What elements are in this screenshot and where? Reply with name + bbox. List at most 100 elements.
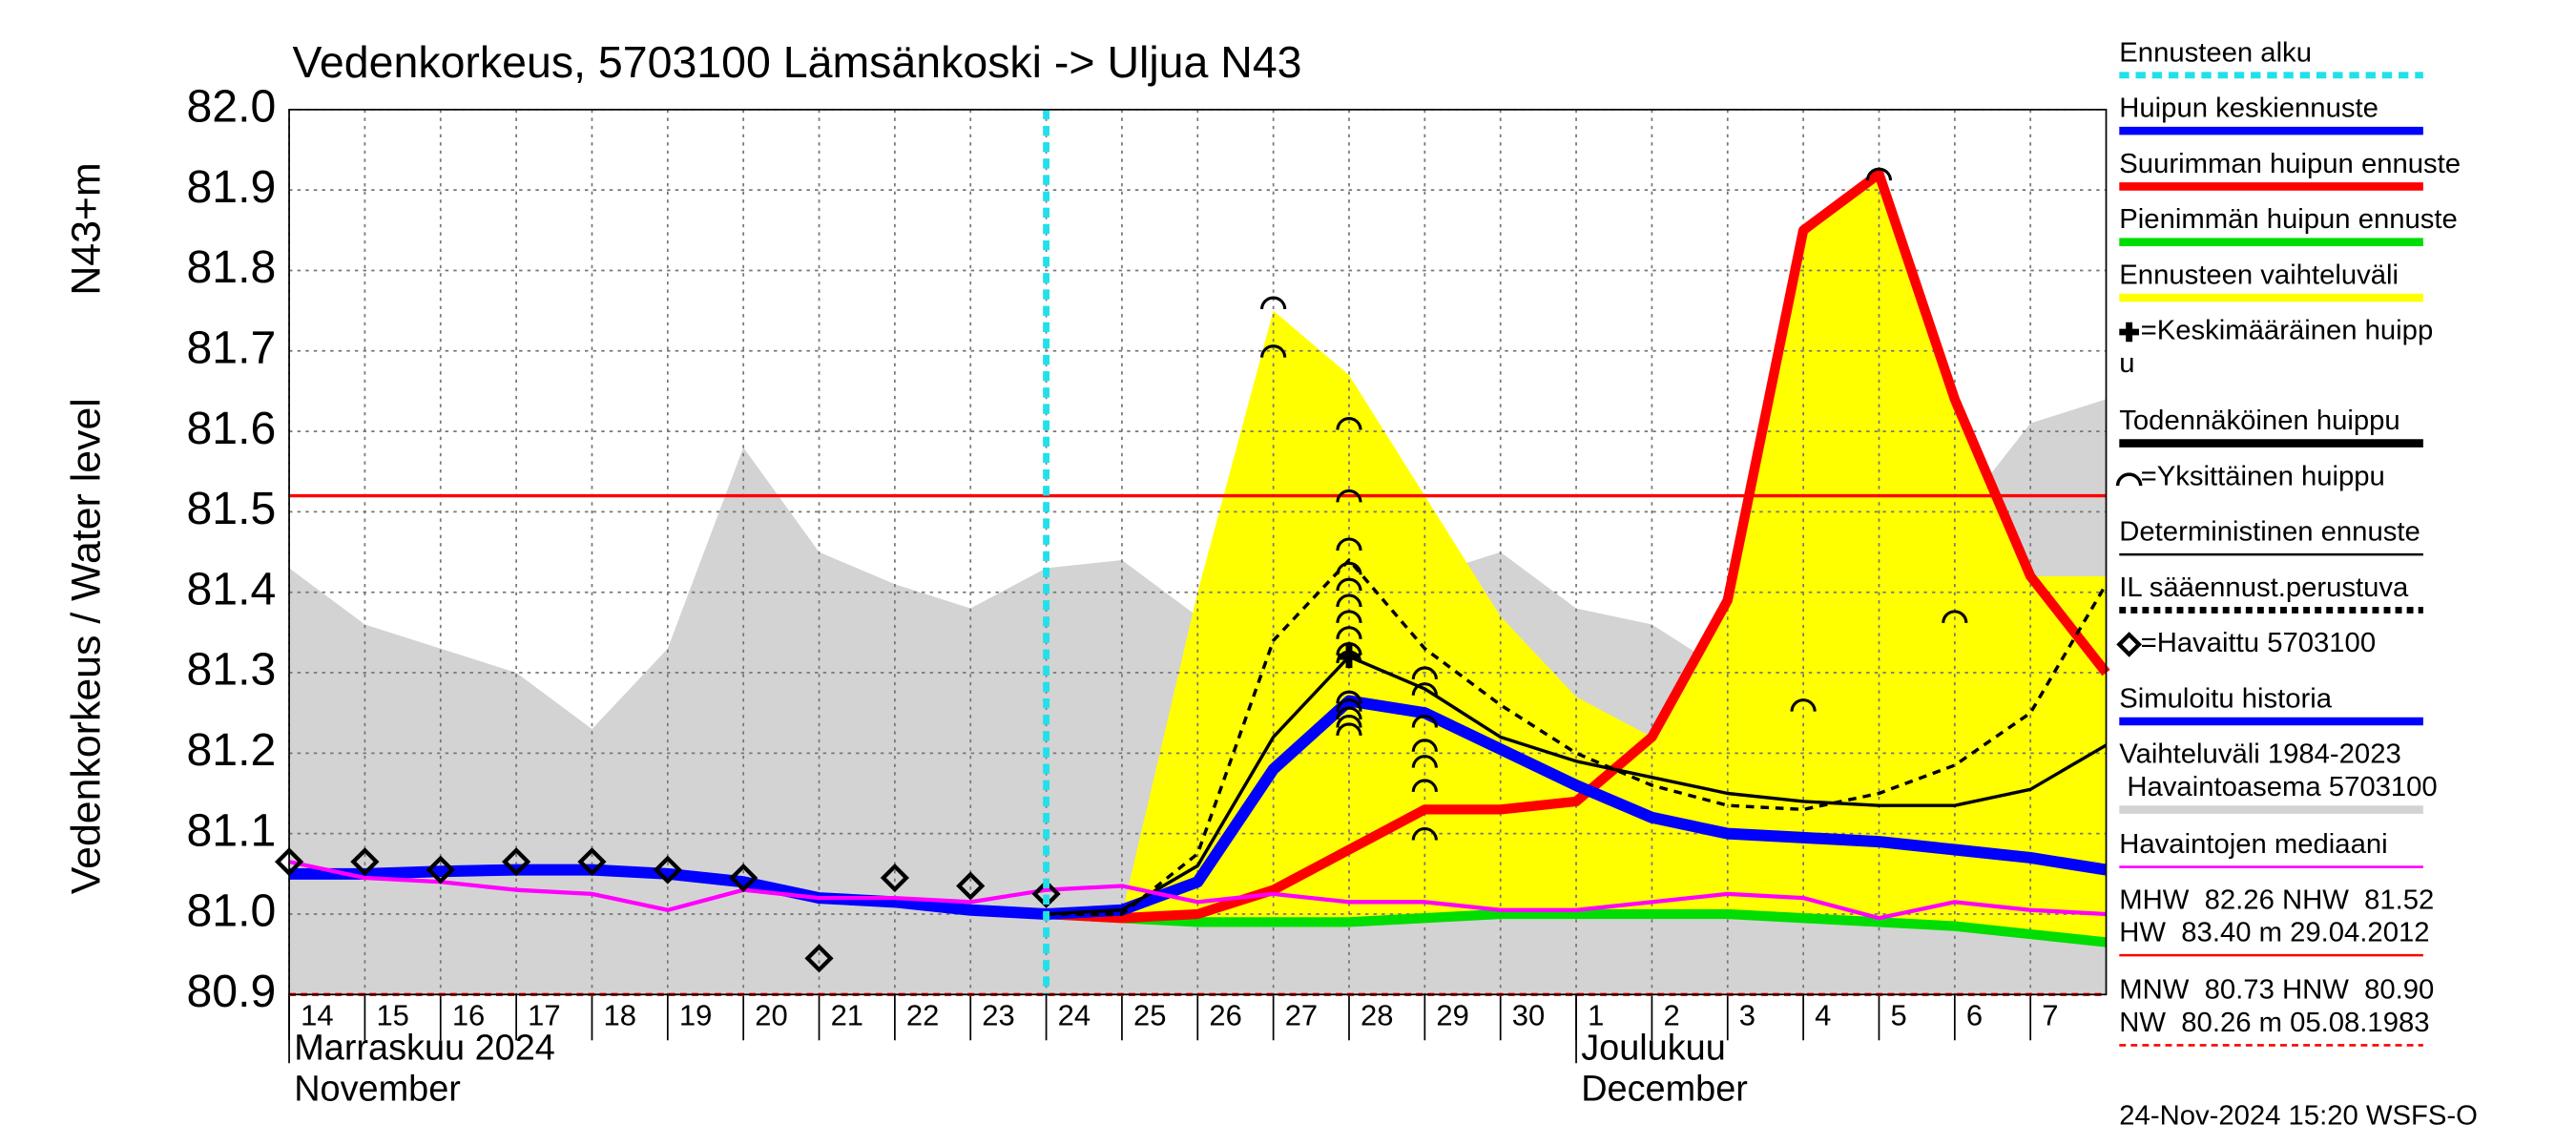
legend-label: MHW 82.26 NHW 81.52: [2119, 885, 2434, 915]
x-tick-label: 16: [452, 999, 485, 1032]
observed-point: [502, 847, 531, 877]
peak-marker: [1411, 666, 1438, 680]
x-tick-label: 3: [1739, 999, 1755, 1032]
series-line: [289, 695, 2108, 920]
legend-label: NW 80.26 m 05.08.1983: [2119, 1008, 2429, 1038]
legend-symbol: [2115, 472, 2143, 487]
month-label: Marraskuu 2024: [294, 1029, 555, 1069]
chart-title: Vedenkorkeus, 5703100 Lämsänkoski -> Ulj…: [293, 37, 1302, 87]
legend-label: Vaihteluväli 1984-2023: [2119, 739, 2400, 770]
peak-marker: [1336, 690, 1362, 704]
y-tick-label: 81.4: [186, 563, 276, 614]
x-tick-label: 30: [1512, 999, 1545, 1032]
x-tick-label: 27: [1285, 999, 1318, 1032]
legend-label: MNW 80.73 HNW 80.90: [2119, 975, 2434, 1006]
peak-marker: [1411, 755, 1438, 768]
y-axis-unit: N43+m: [63, 162, 109, 295]
y-tick-label: 81.1: [186, 804, 276, 856]
observed-point: [956, 871, 986, 901]
observed-point: [577, 847, 607, 877]
legend-label: Ennusteen vaihteluväli: [2119, 260, 2399, 290]
peak-marker: [1336, 489, 1362, 503]
y-tick-label: 82.0: [186, 81, 276, 133]
peak-marker: [1336, 593, 1362, 608]
legend-label: HW 83.40 m 29.04.2012: [2119, 918, 2429, 948]
y-tick-label: 81.3: [186, 644, 276, 696]
legend-label: =Keskimääräinen huipp: [2141, 316, 2434, 346]
peak-marker: [1336, 537, 1362, 552]
series-line: [1046, 169, 2110, 924]
observed-point: [804, 944, 834, 973]
peak-marker: [1336, 722, 1362, 737]
legend-label: IL sääennust.perustuva: [2119, 572, 2409, 603]
y-tick-label: 81.8: [186, 241, 276, 293]
x-tick-label: 22: [906, 999, 939, 1032]
peak-marker: [1411, 739, 1438, 752]
x-tick-label: 19: [679, 999, 712, 1032]
peak-marker: [1411, 682, 1438, 696]
peak-marker: [1411, 826, 1438, 841]
x-tick-label: 29: [1436, 999, 1468, 1032]
legend-symbol: [2119, 322, 2139, 343]
x-tick-label: 6: [1966, 999, 1983, 1032]
legend-label: Simuloitu historia: [2119, 683, 2333, 714]
x-tick-label: 26: [1209, 999, 1241, 1032]
x-tick-label: 5: [1891, 999, 1907, 1032]
peak-marker: [1336, 626, 1362, 639]
x-tick-label: 4: [1815, 999, 1831, 1032]
month-label: November: [294, 1069, 461, 1109]
y-tick-label: 81.7: [186, 323, 276, 374]
observed-point: [426, 855, 455, 885]
series-line: [1046, 655, 2108, 916]
y-axis-label: Vedenkorkeus / Water level: [63, 398, 109, 894]
footer: 24-Nov-2024 15:20 WSFS-O: [2119, 1101, 2478, 1132]
peak-marker: [1260, 344, 1287, 358]
y-tick-label: 81.5: [186, 483, 276, 534]
legend-label: u: [2119, 348, 2134, 379]
mean-peak: [1337, 645, 1361, 669]
observed-point: [350, 847, 380, 877]
x-tick-label: 1: [1588, 999, 1604, 1032]
x-tick-label: 18: [604, 999, 636, 1032]
peak-marker: [1865, 167, 1893, 181]
peak-marker: [1336, 714, 1362, 728]
x-tick-label: 14: [301, 999, 333, 1032]
peak-marker: [1336, 577, 1362, 592]
month-label: Joulukuu: [1581, 1029, 1726, 1069]
legend-label: Todennäköinen huippu: [2119, 406, 2399, 436]
peak-marker: [1336, 706, 1362, 720]
observed-point: [1031, 879, 1061, 908]
legend-label: =Havaittu 5703100: [2141, 628, 2376, 658]
legend-label: Pienimmän huipun ennuste: [2119, 204, 2458, 235]
x-tick-label: 7: [2042, 999, 2058, 1032]
peak-marker: [1942, 610, 1968, 624]
legend-label: Havaintojen mediaani: [2119, 829, 2387, 860]
x-tick-label: 20: [755, 999, 787, 1032]
x-tick-label: 17: [528, 999, 560, 1032]
series-line: [1046, 908, 2108, 947]
y-tick-label: 81.9: [186, 161, 276, 213]
observed-point: [653, 855, 682, 885]
month-label: December: [1581, 1069, 1748, 1109]
peak-marker: [1336, 610, 1362, 624]
range-band: [1046, 174, 2107, 943]
legend-label: Huipun keskiennuste: [2119, 94, 2379, 124]
peak-marker: [1336, 416, 1362, 430]
plot-frame: [288, 109, 2108, 996]
x-tick-label: 21: [831, 999, 863, 1032]
observed-point: [729, 864, 758, 893]
peak-marker: [1336, 561, 1362, 575]
peak-marker: [1336, 698, 1362, 712]
peak-marker: [1790, 698, 1817, 712]
x-tick-label: 24: [1058, 999, 1091, 1032]
y-tick-label: 81.6: [186, 403, 276, 454]
legend-label: Havaintoasema 5703100: [2119, 772, 2437, 802]
x-tick-label: 15: [376, 999, 408, 1032]
y-tick-label: 81.2: [186, 724, 276, 776]
y-tick-label: 80.9: [186, 966, 276, 1017]
legend-label: Suurimman huipun ennuste: [2119, 149, 2461, 179]
y-tick-label: 81.0: [186, 885, 276, 937]
x-tick-label: 28: [1361, 999, 1393, 1032]
